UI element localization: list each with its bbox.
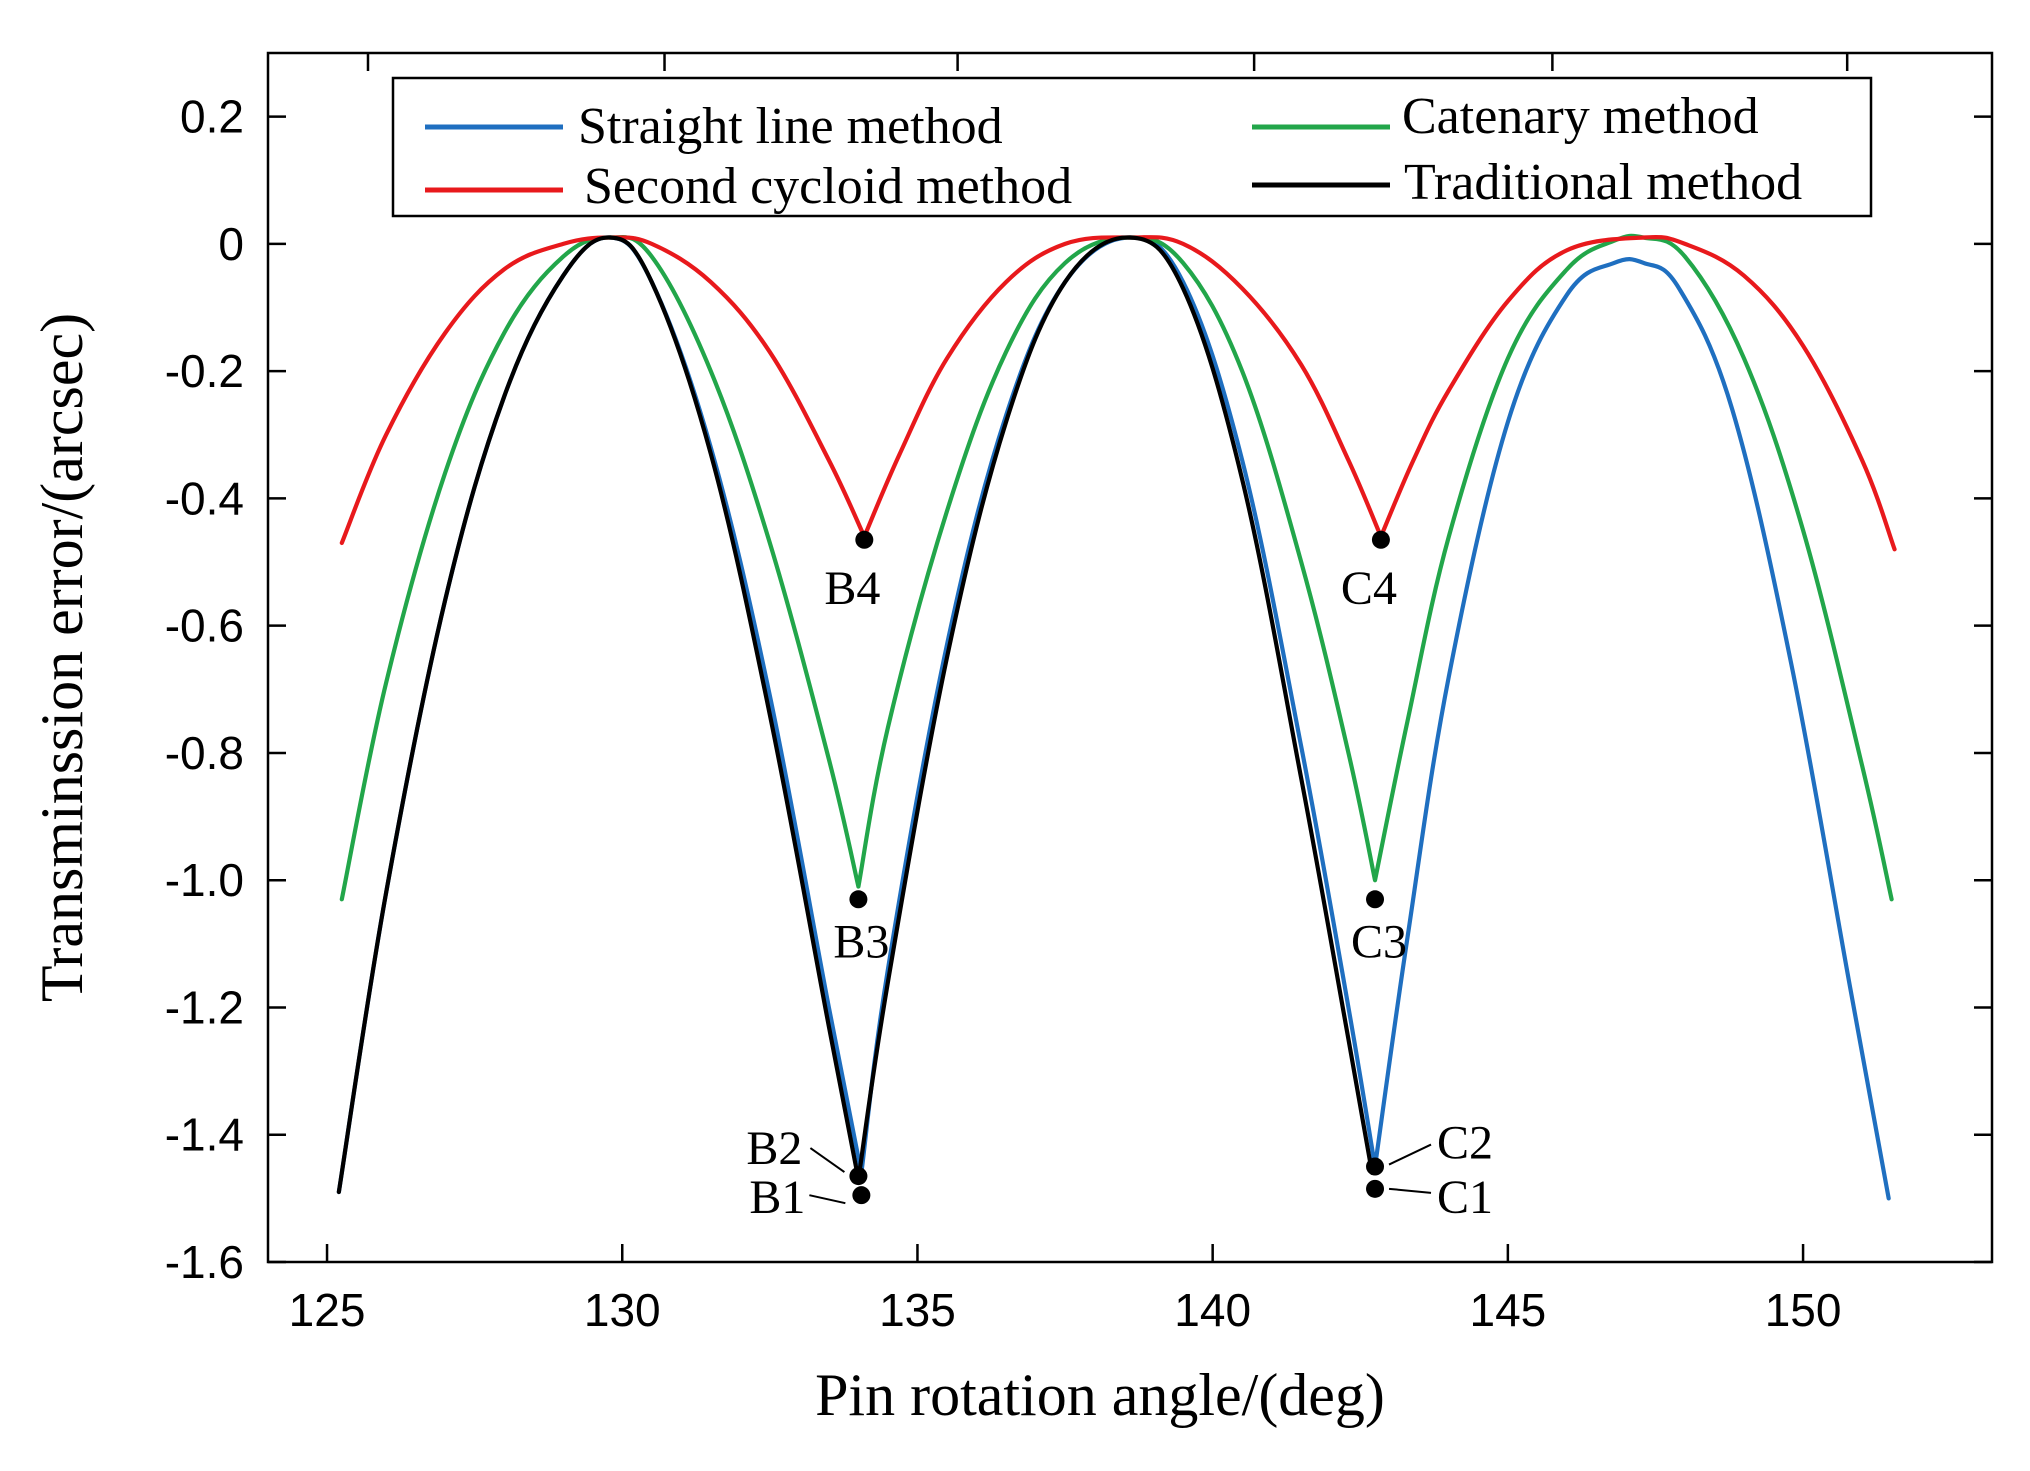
y-tick-label-0: 0.2 — [180, 91, 244, 143]
marker-c2 — [1366, 1157, 1385, 1176]
axes-layer: 125 130 135 140 145 150 0.2 0 -0.2 -0.4 -0.6 -0.8 -1… — [29, 51, 1994, 1428]
leader-b2 — [809, 1147, 845, 1173]
leader-b1 — [809, 1194, 846, 1205]
x-tick-label-135: 135 — [879, 1284, 956, 1336]
legend-label-catenary-method: Catenary method — [1402, 88, 1759, 145]
y-axis-title: Transminssion error/(arcsec) — [29, 313, 95, 1002]
annotation-label-b2: B2 — [746, 1122, 802, 1175]
y-tick-label-5: -0.8 — [165, 727, 244, 779]
legend: Straight line method Catenary method Secon… — [391, 76, 1873, 218]
x-tick-label-130: 130 — [584, 1284, 661, 1336]
y-tick-label-7: -1.2 — [165, 981, 244, 1033]
y-tick-label-1: 0 — [218, 218, 244, 270]
x-tick-label-125: 125 — [289, 1284, 366, 1336]
annotation-label-c1: C1 — [1437, 1171, 1493, 1224]
x-tick-label-145: 145 — [1469, 1284, 1546, 1336]
y-tick-label-8: -1.4 — [165, 1109, 244, 1161]
y-tick-label-9: -1.6 — [165, 1236, 244, 1288]
marker-c4 — [1371, 530, 1390, 549]
series-layer — [336, 233, 1897, 1201]
marker-b4 — [855, 530, 874, 549]
series-line-traditional-method — [336, 235, 1375, 1195]
marker-b2 — [849, 1167, 868, 1186]
x-tick-label-150: 150 — [1765, 1284, 1842, 1336]
marker-b3 — [849, 890, 868, 909]
annotation-label-b4: B4 — [824, 562, 880, 615]
marker-c1 — [1366, 1179, 1385, 1198]
annotation-label-b3: B3 — [833, 915, 889, 968]
annotation-label-b1: B1 — [749, 1171, 805, 1224]
y-tick-label-3: -0.4 — [165, 472, 244, 524]
marker-b1 — [852, 1186, 871, 1205]
y-tick-label-2: -0.2 — [165, 345, 244, 397]
leader-c1 — [1388, 1187, 1432, 1194]
legend-label-second-cycloid-method: Second cycloid method — [584, 158, 1072, 215]
plot-frame — [266, 51, 1994, 1264]
x-axis-title: Pin rotation angle/(deg) — [815, 1362, 1385, 1428]
legend-box — [391, 76, 1873, 218]
annotation-label-c2: C2 — [1437, 1117, 1493, 1170]
y-tick-label-6: -1.0 — [165, 854, 244, 906]
annotation-label-c4: C4 — [1341, 562, 1397, 615]
leader-c2 — [1388, 1143, 1432, 1166]
annotation-label-c3: C3 — [1351, 915, 1407, 968]
x-tick-label-140: 140 — [1174, 1284, 1251, 1336]
legend-label-straight-line-method: Straight line method — [578, 98, 1003, 155]
marker-layer — [849, 530, 1390, 1205]
legend-label-traditional-method: Traditional method — [1404, 154, 1802, 211]
marker-c3 — [1366, 890, 1385, 909]
y-tick-label-4: -0.6 — [165, 600, 244, 652]
